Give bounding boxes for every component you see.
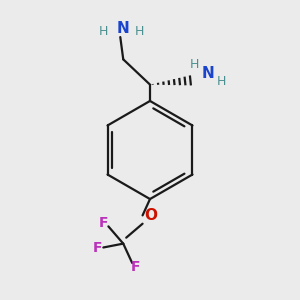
- Text: H: H: [217, 75, 226, 88]
- Text: O: O: [144, 208, 158, 224]
- Text: H: H: [190, 58, 199, 71]
- Text: N: N: [202, 66, 214, 81]
- Text: H: H: [135, 25, 144, 38]
- Text: F: F: [99, 216, 109, 230]
- Text: F: F: [130, 260, 140, 274]
- Text: H: H: [99, 25, 109, 38]
- Text: N: N: [117, 21, 130, 36]
- Text: F: F: [93, 241, 103, 255]
